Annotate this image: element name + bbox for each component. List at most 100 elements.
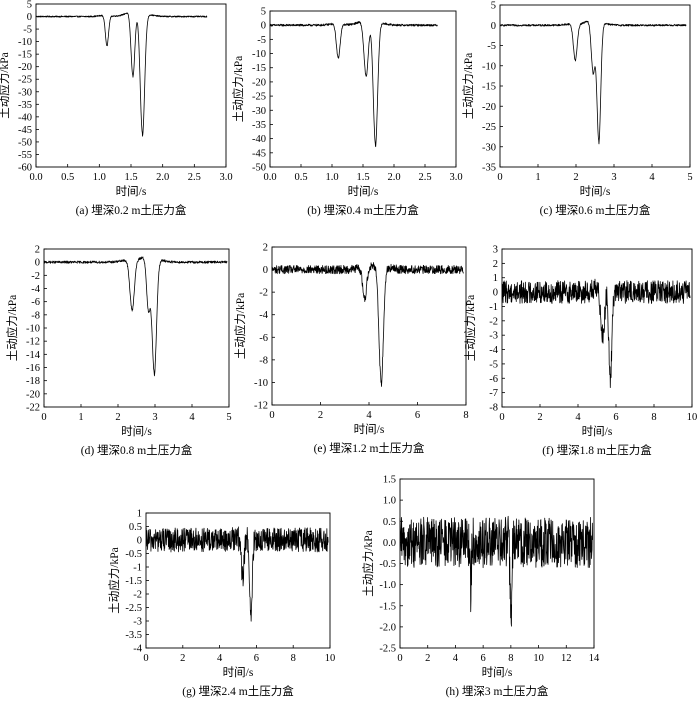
chart-c-caption: (c) 埋深0.6 m土压力盒 — [540, 203, 651, 217]
chart-e-x-tick-label: 4 — [366, 410, 372, 421]
chart-c-x-tick-label: 2 — [573, 172, 578, 183]
chart-a-plot-frame — [35, 3, 227, 168]
chart-b-y-tick-label: -35 — [252, 120, 266, 131]
chart-b-y-tick-label: -40 — [252, 134, 266, 145]
chart-b-y-tick-label: 0 — [261, 21, 266, 32]
chart-g-y-tick-label: 0.5 — [129, 522, 142, 533]
chart-b-plot-frame — [269, 10, 457, 168]
chart-h-x-tick-label: 14 — [589, 653, 600, 664]
chart-f-y-tick-label: 3 — [493, 245, 498, 256]
chart-g-x-tick-label: 0 — [143, 653, 148, 664]
chart-a-y-tick-label: -35 — [18, 100, 32, 111]
chart-b-x-tick-label: 0.5 — [294, 172, 307, 183]
chart-a-y-tick-label: 0 — [27, 12, 32, 23]
chart-f-y-tick-label: 2 — [493, 259, 498, 270]
chart-f-y-axis-title: 土动应力/kPa — [463, 295, 477, 361]
chart-f-y-tick-label: -4 — [489, 345, 498, 356]
chart-b-caption: (b) 埋深0.4 m土压力盒 — [307, 203, 419, 217]
chart-c-y-tick-label: 0 — [491, 21, 496, 32]
chart-h-y-tick-label: 0.5 — [383, 517, 396, 528]
chart-f-y-tick-label: -3 — [489, 331, 498, 342]
chart-h-x-tick-label: 12 — [561, 653, 572, 664]
chart-g-y-tick-label: -2.5 — [125, 603, 142, 614]
chart-h-y-axis-title: 土动应力/kPa — [361, 530, 375, 596]
chart-b-x-tick-label: 2.0 — [387, 172, 400, 183]
chart-h-y-tick-label: 1.0 — [383, 496, 396, 507]
chart-g-x-axis-title: 时间/s — [223, 666, 254, 679]
chart-g-y-tick-label: -0.5 — [125, 549, 142, 560]
chart-a-y-tick-label: -20 — [18, 62, 32, 73]
chart-c-y-tick-label: -35 — [482, 163, 496, 174]
chart-a: 0.0 0.5 1.0 1.5 2.0 2.5 3.0 50 -5-10 -15-20 -25-30… — [0, 0, 233, 217]
chart-b-y-tick-label: -45 — [252, 148, 266, 159]
chart-g-x-tick-label: 2 — [180, 653, 185, 664]
chart-g-y-tick-label: 0 — [137, 536, 142, 547]
chart-h-y-tick-label: -2.0 — [379, 622, 396, 633]
chart-e-y-axis-title: 土动应力/kPa — [233, 293, 247, 359]
chart-g-y-tick-label: 1 — [137, 509, 142, 520]
chart-h-x-tick-label: 0 — [397, 653, 402, 664]
chart-c-y-tick-label: -10 — [482, 61, 496, 72]
chart-a-caption: (a) 埋深0.2 m土压力盒 — [76, 203, 187, 217]
chart-g-y-tick-label: -3.5 — [125, 630, 142, 641]
chart-a-y-tick-label: -45 — [18, 125, 32, 136]
chart-e-y-tick-label: -12 — [254, 401, 268, 412]
chart-a-x-tick-label: 1.5 — [124, 172, 137, 183]
chart-f-y-tick-label: -8 — [489, 403, 498, 414]
chart-d-y-tick-label: -18 — [26, 376, 40, 387]
chart-g-caption: (g) 埋深2.4 m土压力盒 — [182, 684, 294, 698]
chart-a-y-tick-label: -30 — [18, 87, 32, 98]
chart-a-signal-line — [35, 12, 208, 137]
chart-b-y-tick-label: -30 — [252, 106, 266, 117]
chart-f-y-tick-label: -6 — [489, 374, 498, 385]
chart-e-y-tick-label: 0 — [263, 265, 268, 276]
chart-f-x-tick-label: 8 — [651, 412, 656, 423]
chart-e-y-tick-label: -2 — [259, 288, 268, 299]
chart-d-y-tick-label: -4 — [31, 284, 40, 295]
chart-f: 0 2 4 6 8 103210-1-2-3-4-5-6-7-8时间/s土动应力/kPa(… — [463, 245, 697, 458]
chart-g-y-axis-title: 土动应力/kPa — [107, 547, 121, 613]
chart-f-y-tick-label: -2 — [489, 316, 498, 327]
chart-b-y-tick-label: -50 — [252, 163, 266, 174]
chart-c-y-tick-label: -25 — [482, 122, 496, 133]
chart-g-x-tick-label: 10 — [325, 653, 336, 664]
chart-h-y-tick-label: 1.5 — [383, 475, 396, 486]
chart-d-y-tick-label: -6 — [31, 297, 40, 308]
chart-h-x-tick-label: 8 — [508, 653, 513, 664]
chart-b-x-tick-label: 1.0 — [325, 172, 338, 183]
chart-a-y-axis-title: 土动应力/kPa — [0, 52, 11, 118]
chart-b-y-tick-label: -10 — [252, 49, 266, 60]
chart-a-y-tick-label: -5 — [23, 25, 32, 36]
chart-b-x-tick-label: 0.0 — [263, 172, 276, 183]
chart-e-x-tick-label: 8 — [463, 410, 468, 421]
chart-a-x-tick-label: 2.0 — [156, 172, 169, 183]
chart-g-y-tick-label: -2 — [133, 590, 142, 601]
chart-c-x-tick-label: 1 — [535, 172, 540, 183]
chart-g-y-tick-label: -1 — [133, 563, 142, 574]
chart-c-y-axis-title: 土动应力/kPa — [461, 53, 475, 119]
chart-d-x-axis-title: 时间/s — [121, 425, 152, 438]
chart-e-x-tick-label: 6 — [415, 410, 420, 421]
chart-c: 0 1 2 3 4 5 5 0 -5 -10 -15 -20 -25 -30 -35 时间/s 土动应力/kPa… — [461, 1, 693, 218]
chart-a-x-tick-label: 1.0 — [93, 172, 106, 183]
chart-d-y-tick-label: -12 — [26, 337, 40, 348]
chart-d-y-tick-label: -14 — [26, 350, 41, 361]
chart-f-x-axis-title: 时间/s — [582, 425, 613, 438]
chart-d-y-tick-label: 0 — [35, 258, 40, 269]
chart-d-y-tick-label: -10 — [26, 324, 40, 335]
chart-d-plot-frame — [43, 248, 230, 408]
chart-f-y-tick-label: -1 — [489, 302, 498, 313]
chart-f-x-tick-label: 4 — [575, 412, 581, 423]
chart-c-x-tick-label: 4 — [649, 172, 655, 183]
chart-g-y-tick-label: -3 — [133, 617, 142, 628]
chart-f-signal-line — [501, 278, 691, 388]
chart-a-y-tick-label: -55 — [18, 150, 32, 161]
chart-a-x-tick-label: 3.0 — [219, 172, 232, 183]
chart-g-y-tick-label: -1.5 — [125, 576, 142, 587]
chart-h-y-tick-label: -1.5 — [379, 601, 396, 612]
chart-f-y-tick-label: 0 — [493, 288, 498, 299]
chart-f-y-tick-label: 1 — [493, 273, 498, 284]
chart-g: 0 2 4 6 8 10 1 0.5 0 -0.5 -1 -1.5 -2 -2.5 -3 -3.5 -4 时间/s… — [107, 509, 335, 699]
chart-b-x-tick-label: 2.5 — [418, 172, 431, 183]
